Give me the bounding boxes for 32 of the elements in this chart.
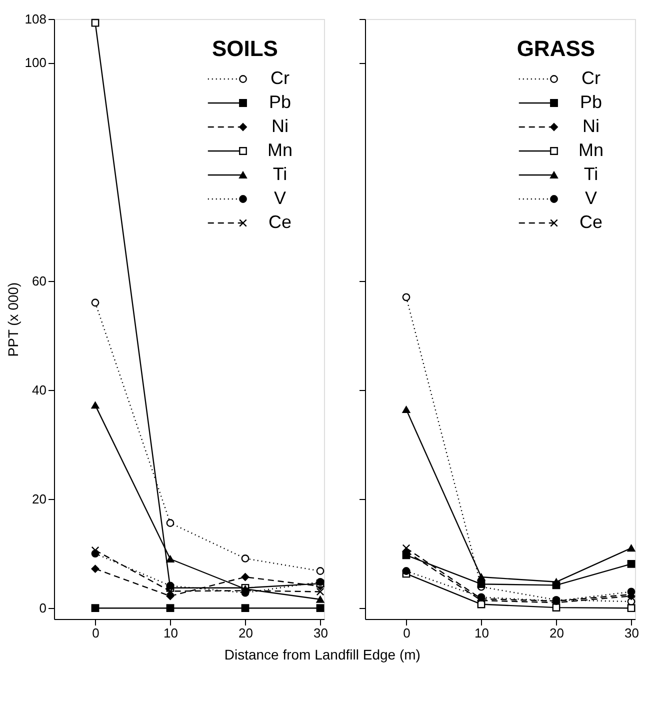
x-tick-label: 30 [314,626,328,640]
legend-title: GRASS [516,36,596,61]
legend-label: Cr [582,68,600,88]
legend-title: SOILS [212,36,278,61]
legend-label: Cr [270,68,290,88]
legend-label: Pb [268,92,292,112]
legend-label: Pb [580,92,602,112]
legend-label: Ce [268,212,292,232]
y-tick-label: 40 [32,382,46,398]
x-tick-label: 10 [474,626,489,640]
x-tick-label: 20 [550,626,564,640]
legend-label: Ni [272,116,288,136]
x-tick-label: 20 [238,626,253,640]
x-axis-title: Distance from Landfill Edge (m) [224,646,420,662]
x-tick-label: 30 [624,626,639,640]
legend-label: V [584,188,598,208]
legend-label: V [274,188,286,208]
legend-label: Ni [582,116,600,136]
y-axis-title: PPT (x 000) [4,282,21,357]
legend-label: Mn [267,140,293,160]
legend-label: Ce [579,212,603,232]
x-tick-label: 0 [92,626,100,640]
x-tick-label: 10 [164,626,178,640]
legend-label: Mn [578,140,604,160]
legend-label: Ti [272,164,288,184]
y-tick-label: 100 [24,55,46,70]
legend-label: Ti [584,164,598,184]
y-tick-label: 108 [24,12,46,26]
y-tick-label: 0 [39,600,46,616]
x-tick-label: 0 [403,626,410,640]
y-tick-label: 20 [32,492,46,506]
y-tick-label: 60 [32,273,46,288]
